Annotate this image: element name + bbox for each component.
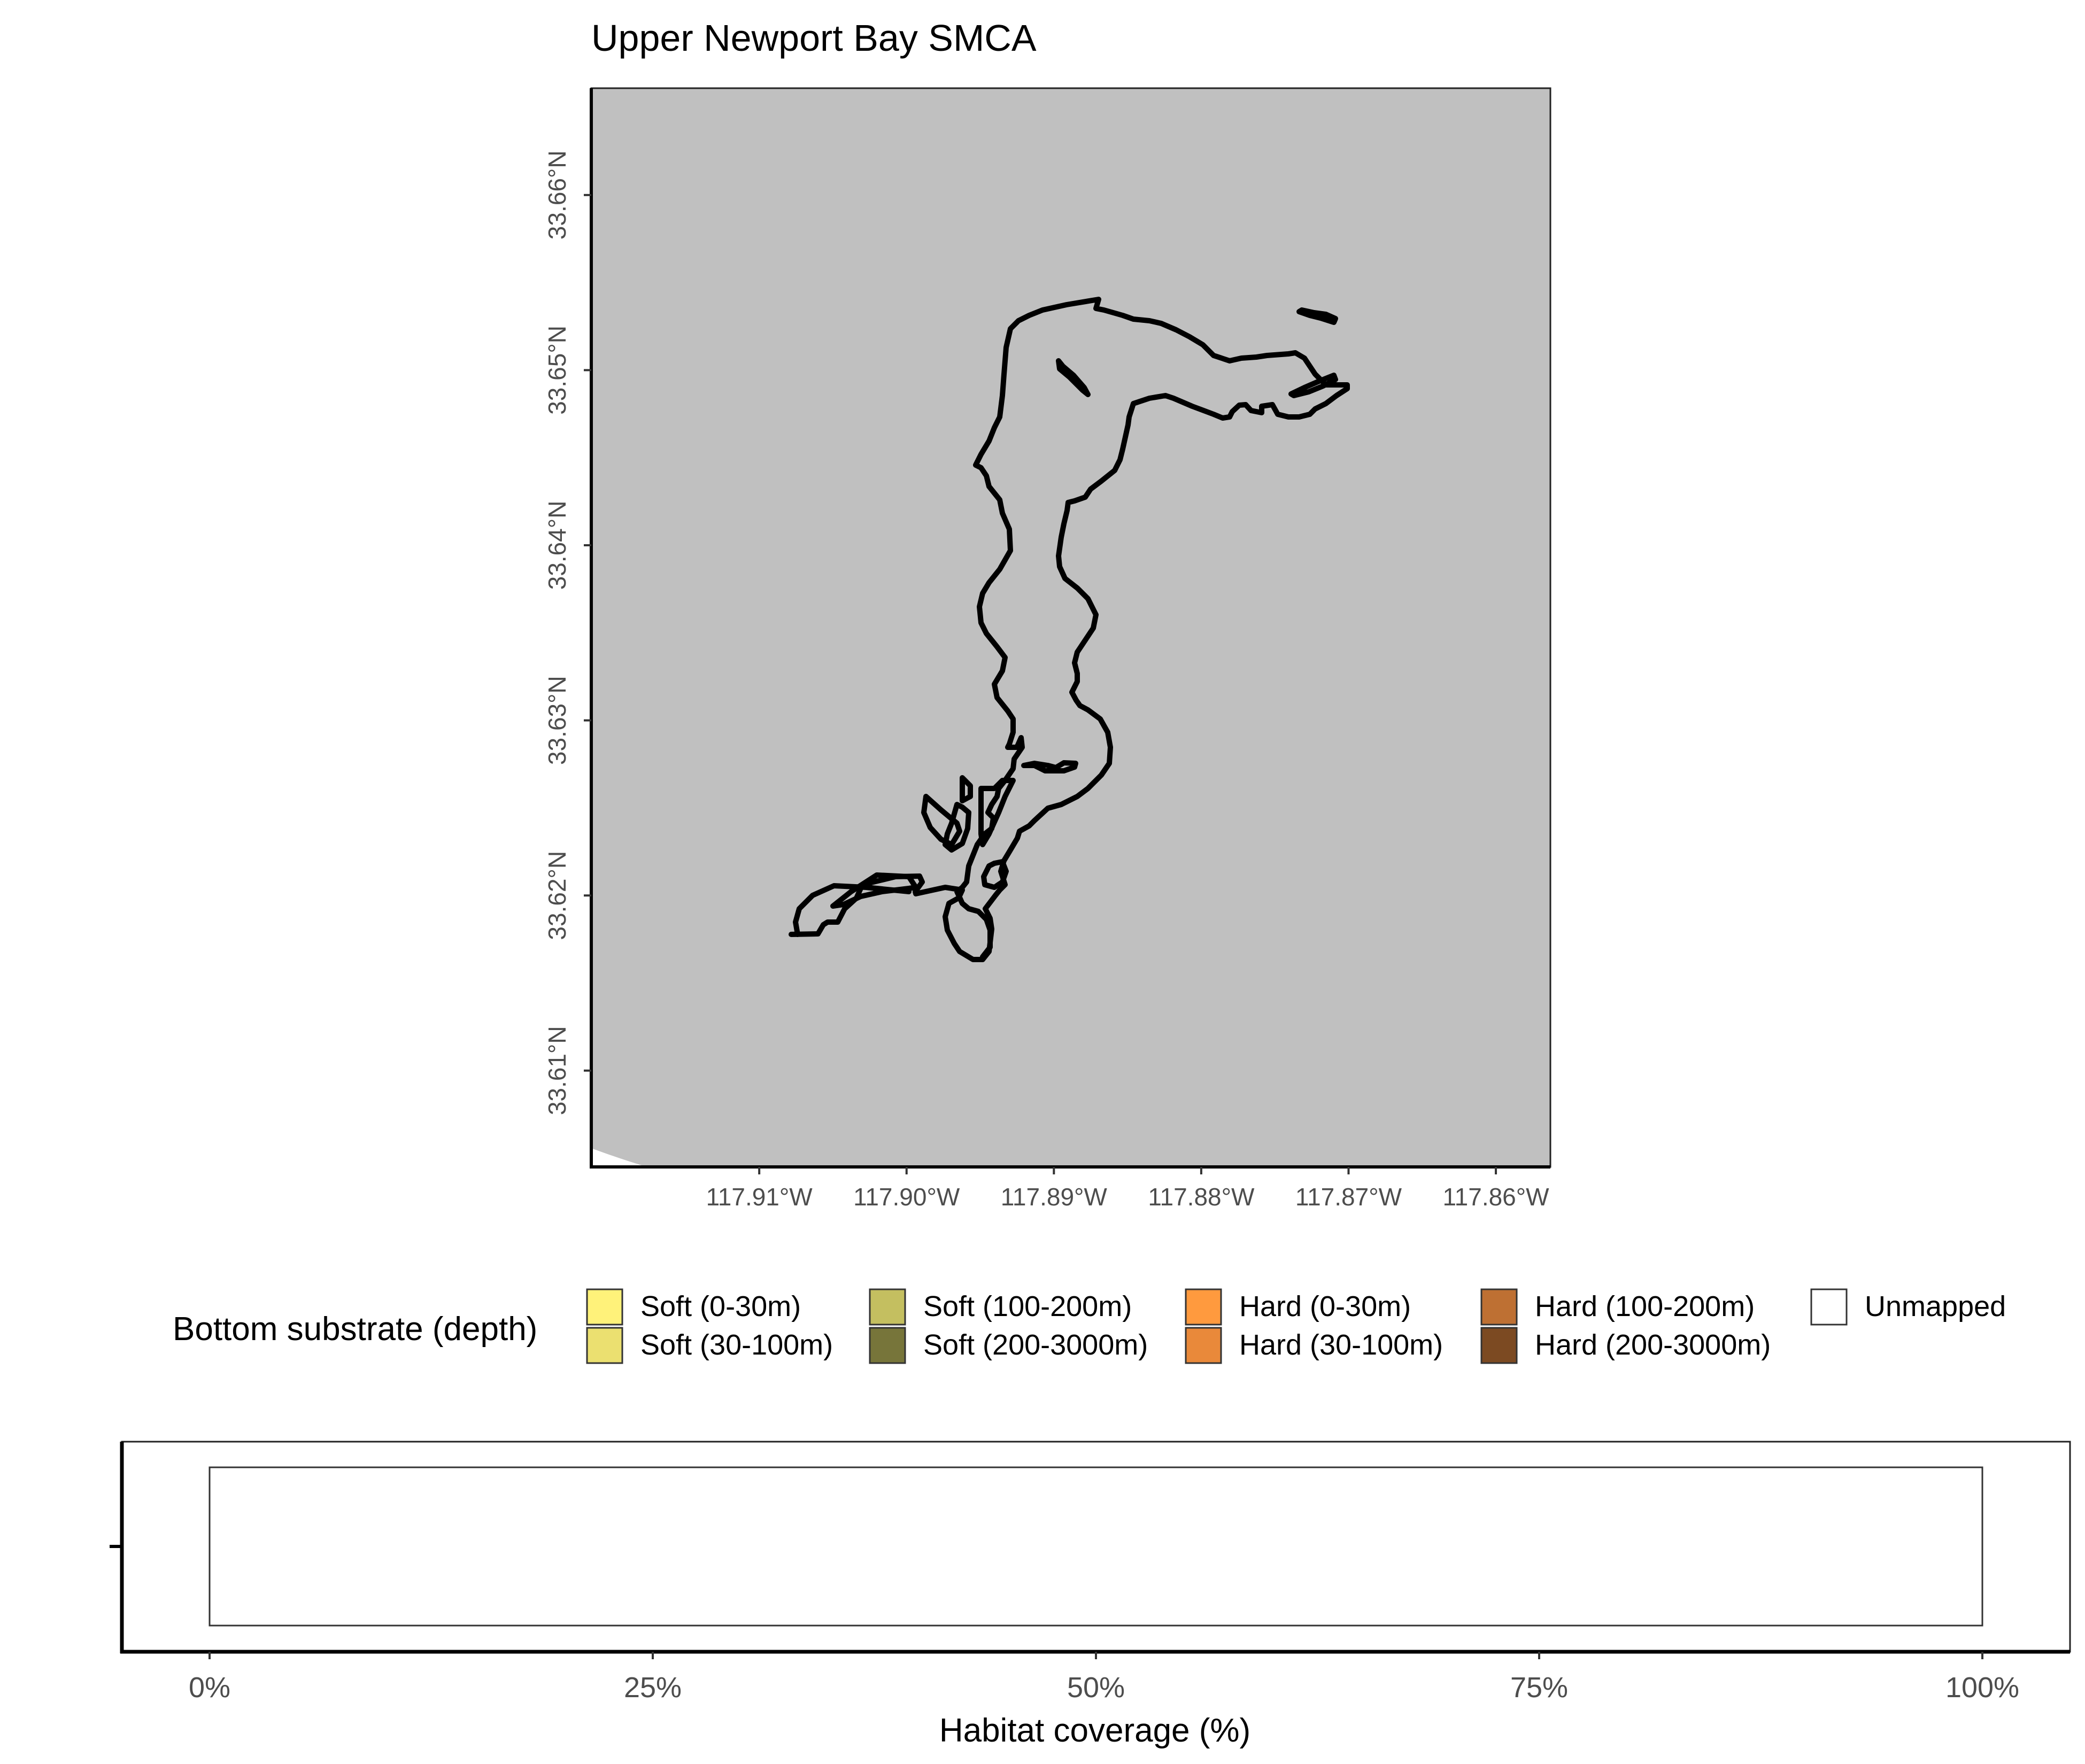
legend-item: Unmapped bbox=[1810, 1288, 2006, 1326]
coverage-chart: 0% 25% 50% 75% 100% Habitat coverage (%) bbox=[110, 1441, 2071, 1749]
lon-tick-label: 117.86°W bbox=[1442, 1183, 1549, 1211]
legend-item: Soft (100-200m) bbox=[869, 1288, 1132, 1326]
lat-tick-label: 33.62°N bbox=[543, 851, 571, 940]
legend-item: Hard (0-30m) bbox=[1185, 1288, 1411, 1326]
chart-x-tick-label: 50% bbox=[1067, 1672, 1125, 1704]
legend-item: Soft (30-100m) bbox=[586, 1327, 833, 1364]
chart-x-axis: 0% 25% 50% 75% 100% bbox=[189, 1652, 2019, 1704]
legend-item: Hard (100-200m) bbox=[1480, 1288, 1755, 1326]
lat-tick-label: 33.64°N bbox=[543, 501, 571, 590]
chart-x-tick-label: 100% bbox=[1945, 1672, 2019, 1704]
map-panel: 117.91°W 117.90°W 117.89°W 117.88°W 117.87°W… bbox=[543, 87, 1551, 1211]
legend-key bbox=[1185, 1288, 1222, 1326]
legend-label: Hard (0-30m) bbox=[1239, 1290, 1411, 1322]
legend-label: Soft (30-100m) bbox=[640, 1329, 833, 1361]
chart-x-tick-label: 25% bbox=[624, 1672, 682, 1704]
legend-label: Soft (200-3000m) bbox=[923, 1329, 1148, 1361]
lon-tick-label: 117.90°W bbox=[853, 1183, 960, 1211]
mpa-boundary bbox=[789, 297, 1350, 962]
legend-label: Soft (0-30m) bbox=[640, 1290, 801, 1322]
lon-tick-label: 117.91°W bbox=[706, 1183, 813, 1211]
chart-x-tick-label: 0% bbox=[189, 1672, 230, 1704]
legend-key bbox=[869, 1288, 906, 1326]
map-title: Upper Newport Bay SMCA bbox=[591, 17, 1037, 59]
land-background bbox=[591, 88, 1550, 1167]
chart-x-tick-label: 75% bbox=[1510, 1672, 1568, 1704]
lat-tick-label: 33.65°N bbox=[543, 326, 571, 415]
legend-key bbox=[586, 1327, 623, 1364]
legend-label: Soft (100-200m) bbox=[923, 1290, 1132, 1322]
chart-x-axis-label: Habitat coverage (%) bbox=[939, 1712, 1250, 1749]
legend-item: Hard (30-100m) bbox=[1185, 1327, 1443, 1364]
legend-key bbox=[1185, 1327, 1222, 1364]
legend-item: Soft (0-30m) bbox=[586, 1288, 801, 1326]
legend-title: Bottom substrate (depth) bbox=[173, 1311, 537, 1348]
legend-key bbox=[1480, 1327, 1518, 1364]
map-x-axis: 117.91°W 117.90°W 117.89°W 117.88°W 117.87°W… bbox=[706, 1167, 1549, 1211]
lon-tick-label: 117.87°W bbox=[1295, 1183, 1402, 1211]
legend-label: Hard (30-100m) bbox=[1239, 1329, 1443, 1361]
lat-tick-label: 33.63°N bbox=[543, 676, 571, 765]
lat-tick-label: 33.66°N bbox=[543, 150, 571, 239]
legend-key bbox=[586, 1288, 623, 1326]
legend-key bbox=[1810, 1288, 1848, 1326]
legend-items: Soft (0-30m) Soft (30-100m) Soft (100-200m… bbox=[586, 1288, 2006, 1364]
coverage-bars bbox=[208, 1466, 1983, 1627]
legend-label: Hard (100-200m) bbox=[1535, 1290, 1755, 1322]
lon-tick-label: 117.89°W bbox=[1001, 1183, 1108, 1211]
map-y-axis: 33.66°N 33.65°N 33.64°N 33.63°N 33.62°N 33.61… bbox=[543, 150, 591, 1115]
legend-label: Unmapped bbox=[1865, 1290, 2006, 1322]
legend-item: Soft (200-3000m) bbox=[869, 1327, 1148, 1364]
ocean-water bbox=[591, 1148, 647, 1167]
legend-item: Hard (200-3000m) bbox=[1480, 1327, 1771, 1364]
legend-label: Hard (200-3000m) bbox=[1535, 1329, 1771, 1361]
lat-tick-label: 33.61°N bbox=[543, 1026, 571, 1115]
legend-key bbox=[1480, 1288, 1518, 1326]
coverage-bar-segment bbox=[208, 1466, 1983, 1627]
legend-key bbox=[869, 1327, 906, 1364]
lon-tick-label: 117.88°W bbox=[1148, 1183, 1255, 1211]
legend: Bottom substrate (depth) Soft (0-30m)Sof… bbox=[173, 1288, 2006, 1364]
